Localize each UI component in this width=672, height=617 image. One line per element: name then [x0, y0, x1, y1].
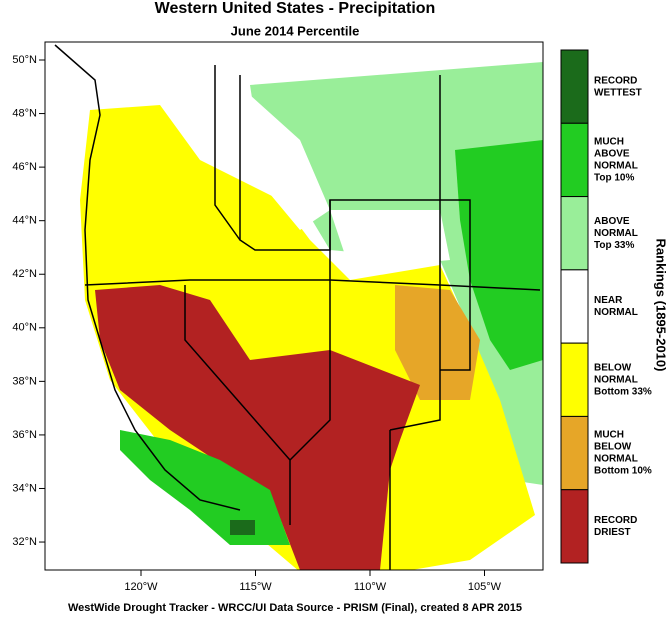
legend-label: Bottom 10% — [594, 466, 652, 477]
subtitle: June 2014 Percentile — [231, 23, 360, 38]
map-area — [45, 42, 543, 570]
legend-label: NORMAL — [594, 307, 638, 318]
lat-tick-label: 36°N — [12, 429, 37, 441]
legend-swatch — [560, 122, 589, 198]
lon-tick-label: 120°W — [124, 581, 158, 593]
map-frame — [44, 41, 544, 571]
legend-label: Top 10% — [594, 173, 634, 184]
legend-label: NORMAL — [594, 228, 638, 239]
legend-label: Top 33% — [594, 240, 634, 251]
legend-swatch — [560, 342, 589, 417]
lat-tick-label: 40°N — [12, 322, 37, 334]
legend-label: NORMAL — [594, 374, 638, 385]
legend-label: RECORD — [594, 75, 637, 86]
legend-label: MUCH — [594, 430, 624, 441]
legend-label: NORMAL — [594, 454, 638, 465]
legend-label: DRIEST — [594, 527, 631, 538]
legend-label: WETTEST — [594, 87, 642, 98]
footer: WestWide Drought Tracker - WRCC/UI Data … — [68, 602, 522, 614]
legend-swatch — [560, 269, 589, 344]
legend-label: Bottom 33% — [594, 386, 652, 397]
legend-label: ABOVE — [594, 149, 630, 160]
legend-swatch — [560, 415, 589, 491]
lat-tick-label: 44°N — [12, 215, 37, 227]
legend-label: NORMAL — [594, 161, 638, 172]
legend-label: NEAR — [594, 295, 623, 306]
lat-tick-label: 38°N — [12, 375, 37, 387]
legend-swatch — [560, 49, 589, 124]
lon-tick-label: 110°W — [354, 581, 387, 593]
legend-label: RECORD — [594, 515, 637, 526]
legend-swatch — [560, 196, 589, 271]
legend-label: BELOW — [594, 362, 632, 373]
legend-title: Rankings (1895-2010) — [654, 239, 669, 372]
lon-tick-label: 105°W — [468, 581, 502, 593]
lon-tick-label: 115°W — [239, 581, 272, 593]
legend-swatch — [560, 489, 589, 564]
lat-tick-label: 48°N — [12, 107, 37, 119]
lat-tick-label: 46°N — [12, 161, 37, 173]
lat-tick-label: 50°N — [12, 54, 37, 66]
legend-label: MUCH — [594, 137, 624, 148]
legend-label: BELOW — [594, 442, 632, 453]
lat-tick-label: 32°N — [12, 536, 37, 548]
lat-tick-label: 34°N — [12, 482, 37, 494]
legend-label: ABOVE — [594, 216, 630, 227]
title: Western United States - Precipitation — [155, 0, 436, 17]
lat-tick-label: 42°N — [12, 268, 37, 280]
